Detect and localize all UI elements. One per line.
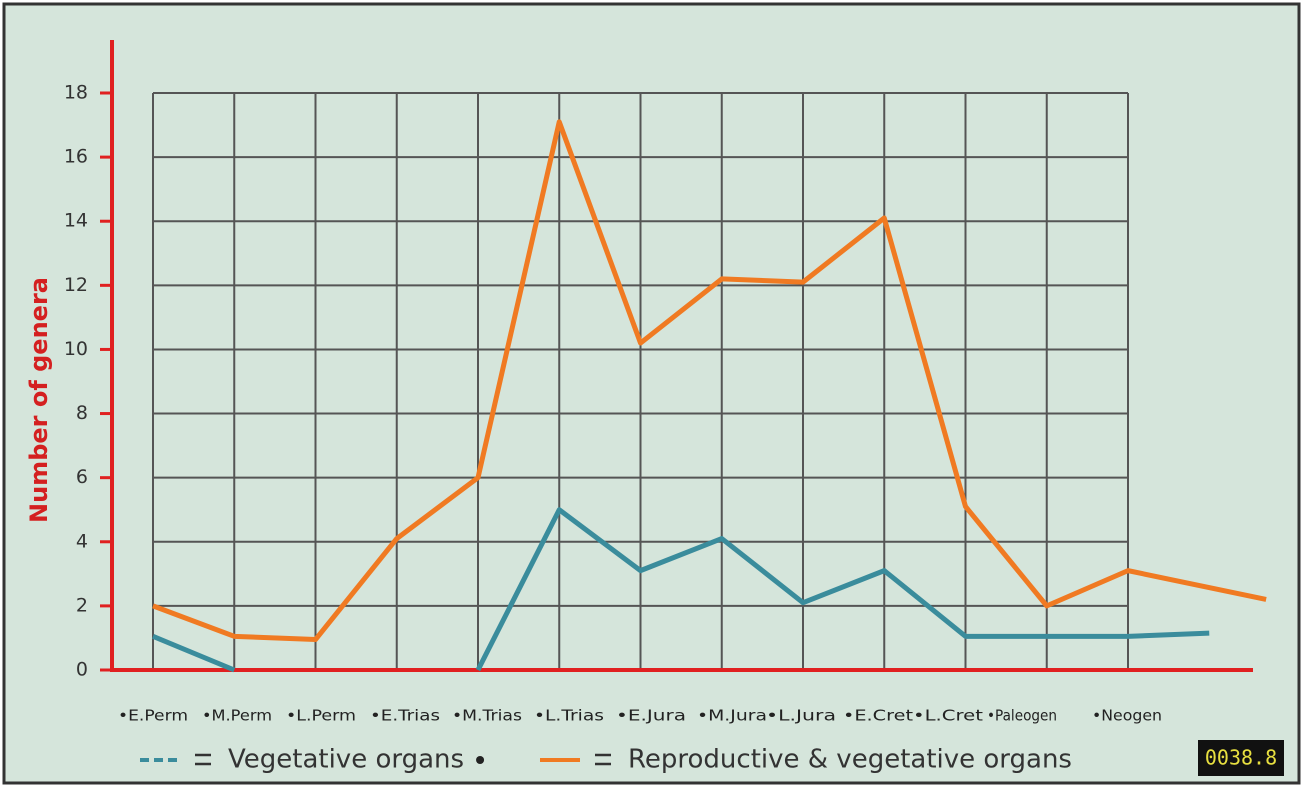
y-tick-label: 6 <box>76 466 88 488</box>
legend-label: Vegetative organs <box>228 745 464 775</box>
timer-box <box>1198 740 1284 776</box>
y-tick-label: 12 <box>64 274 88 296</box>
y-axis-label: Number of genera <box>25 277 53 523</box>
x-category-label: •L.Perm <box>286 707 356 725</box>
x-category-label: •E.Perm <box>118 707 188 725</box>
x-category-label: •L.Jura <box>766 707 836 725</box>
y-tick-label: 16 <box>64 146 88 168</box>
series-line <box>152 507 1210 673</box>
y-tick-label: 10 <box>64 338 88 360</box>
timer: 0038.8 <box>1205 746 1277 770</box>
x-category-label: •L.Trias <box>534 707 604 725</box>
series-line <box>152 119 1267 643</box>
x-category-label: •L.Cret <box>913 707 983 725</box>
x-category-label: •M.Jura <box>697 707 767 725</box>
x-category-label: •Neogen <box>1092 707 1162 725</box>
x-category-label: •M.Perm <box>202 707 272 725</box>
legend-label: Reproductive & vegetative organs <box>628 745 1072 775</box>
y-tick-label: 14 <box>64 210 88 232</box>
y-tick-label: 2 <box>76 594 88 616</box>
y-tick-label: 4 <box>76 530 88 552</box>
x-category-label: •Paleogen <box>987 707 1057 725</box>
x-category-label: •E.Cret <box>843 707 913 725</box>
x-category-label: •E.Trias <box>370 707 440 725</box>
legend-separator <box>476 756 485 764</box>
y-tick-label: 0 <box>76 659 88 681</box>
x-category-label: •E.Jura <box>616 707 686 725</box>
y-tick-label: 18 <box>64 82 88 104</box>
x-category-label: •M.Trias <box>452 707 522 725</box>
y-tick-label: 8 <box>76 402 88 424</box>
